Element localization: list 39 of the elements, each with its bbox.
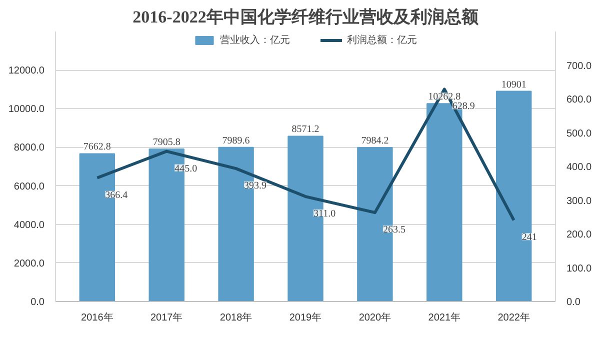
x-tick-label: 2017年 — [150, 312, 183, 324]
data-label: 241 — [522, 232, 537, 244]
y-tick-label: 6000.0 — [14, 181, 45, 192]
x-tick-label: 2021年 — [428, 312, 461, 324]
y2-tick-label: 700.0 — [566, 60, 592, 72]
y2-tick-label: 100.0 — [566, 263, 592, 274]
y2-tick-label: 200.0 — [566, 230, 592, 240]
y2-tick-label: 500.0 — [566, 128, 592, 140]
y-tick-label: 4000.0 — [14, 220, 45, 231]
y-tick-label: 2000.0 — [14, 258, 45, 270]
x-tick-label: 2019年 — [289, 312, 322, 324]
y2-tick-label: 300.0 — [566, 196, 592, 207]
y-tick-label: 10000.0 — [8, 104, 45, 116]
y2-tick-label: 400.0 — [566, 162, 592, 173]
data-label: 8571.2 — [292, 124, 320, 136]
data-label: 7984.2 — [361, 136, 389, 147]
x-tick-label: 2022年 — [498, 312, 530, 324]
x-tick-label: 2018年 — [220, 312, 252, 324]
data-label: 628.9 — [452, 101, 475, 112]
y-tick-label: 8000.0 — [14, 142, 45, 154]
y-tick-label: 12000.0 — [8, 66, 45, 77]
y-tick-label: 0.0 — [30, 297, 45, 308]
y2-tick-label: 0.0 — [566, 297, 581, 308]
data-label: 7905.8 — [152, 137, 180, 148]
legend-label: 营业收入：亿元 — [220, 34, 290, 47]
x-tick-label: 2020年 — [358, 312, 392, 324]
data-label: 7662.8 — [83, 142, 111, 153]
data-label: 393.9 — [244, 180, 267, 192]
data-label: 7989.6 — [222, 135, 250, 146]
data-label: 263.5 — [382, 224, 406, 236]
data-label: 311.0 — [314, 208, 336, 220]
data-label: 366.4 — [105, 190, 128, 201]
data-label: 10901 — [501, 79, 526, 90]
data-label: 445.0 — [174, 163, 198, 174]
x-tick-label: 2016年 — [81, 312, 114, 324]
y2-tick-label: 600.0 — [566, 94, 592, 106]
legend-label: 利润总额：亿元 — [347, 34, 417, 47]
data-label: 10262.8 — [428, 92, 461, 103]
chart-title: 2016-2022年中国化学纤维行业营收及利润总额 — [132, 8, 480, 26]
